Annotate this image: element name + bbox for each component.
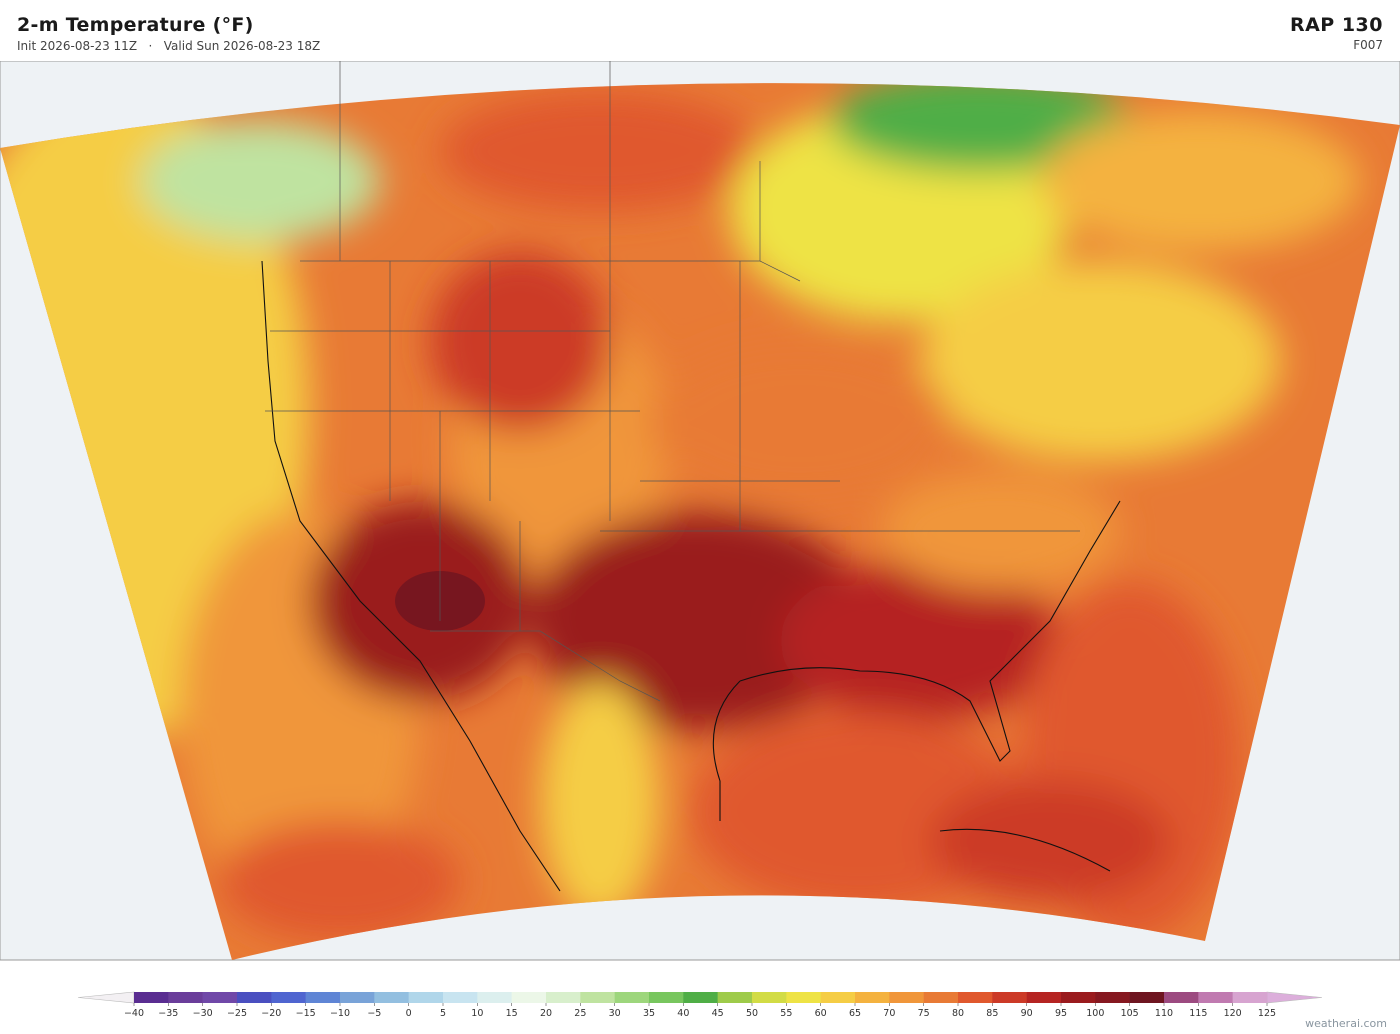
- colorbar-segment: [683, 992, 718, 1003]
- colorbar-label: 55: [780, 1008, 792, 1019]
- colorbar-label: 120: [1224, 1008, 1242, 1019]
- colorbar-segment: [134, 992, 169, 1003]
- colorbar-label: −5: [367, 1008, 381, 1019]
- colorbar-label: 25: [574, 1008, 586, 1019]
- colorbar-segment: [889, 992, 924, 1003]
- colorbar-label: 85: [986, 1008, 998, 1019]
- coastlines: [261, 260, 1121, 892]
- colorbar-segment: [1026, 992, 1062, 1003]
- colorbar-segment: [477, 992, 512, 1003]
- colorbar-label: 105: [1121, 1008, 1139, 1019]
- forecast-hour: F007: [1353, 38, 1383, 52]
- valid-time: Valid Sun 2026-08-23 18Z: [163, 39, 321, 53]
- colorbar-label: −25: [227, 1008, 247, 1019]
- colorbar-segment: [1232, 992, 1268, 1003]
- colorbar-label: 90: [1021, 1008, 1033, 1019]
- colorbar-segment: [992, 992, 1027, 1003]
- colorbar-segment: [923, 992, 959, 1003]
- colorbar-segment: [855, 992, 890, 1003]
- colorbar-segment: [1095, 992, 1130, 1003]
- colorbar: −40 −35 −30 −25 −20 −15 −10 −5 0 5 10 15 20 25 30 35 40 4…: [77, 991, 1323, 1019]
- model-name: RAP 130: [1289, 14, 1383, 36]
- colorbar-segment: [374, 992, 409, 1003]
- colorbar-segment: [271, 992, 306, 1003]
- colorbar-label: 75: [918, 1008, 930, 1019]
- colorbar-label: 10: [471, 1008, 483, 1019]
- colorbar-segment: [202, 992, 238, 1003]
- colorbar-label: −10: [330, 1008, 350, 1019]
- colorbar-segment: [1198, 992, 1233, 1003]
- colorbar-label: 50: [746, 1008, 758, 1019]
- colorbar-segment: [752, 992, 787, 1003]
- colorbar-label: 20: [540, 1008, 552, 1019]
- colorbar-label: 115: [1189, 1008, 1207, 1019]
- colorbar-segment: [305, 992, 341, 1003]
- colorbar-label: 80: [952, 1008, 964, 1019]
- colorbar-segment: [408, 992, 444, 1003]
- run-info: Init 2026-08-23 11Z · Valid Sun 2026-08-…: [17, 39, 320, 53]
- colorbar-label: −20: [261, 1008, 281, 1019]
- colorbar-segment: [1164, 992, 1199, 1003]
- colorbar-segment: [443, 992, 478, 1003]
- colorbar-label: 35: [643, 1008, 655, 1019]
- colorbar-label: 95: [1055, 1008, 1067, 1019]
- colorbar-label: 60: [815, 1008, 827, 1019]
- colorbar-label: −30: [193, 1008, 213, 1019]
- colorbar-under: [77, 991, 135, 1004]
- colorbar-label: 110: [1155, 1008, 1173, 1019]
- colorbar-segment: [614, 992, 650, 1003]
- colorbar-segment: [958, 992, 993, 1003]
- colorbar-label: 65: [849, 1008, 861, 1019]
- init-time: Init 2026-08-23 11Z: [17, 39, 138, 53]
- colorbar-segment: [1061, 992, 1096, 1003]
- colorbar-label: −15: [296, 1008, 316, 1019]
- colorbar-label: −40: [124, 1008, 144, 1019]
- colorbar-label: 45: [712, 1008, 724, 1019]
- colorbar-label: 15: [506, 1008, 518, 1019]
- colorbar-segment: [717, 992, 753, 1003]
- colorbar-label: 5: [440, 1008, 446, 1019]
- colorbar-segment: [786, 992, 821, 1003]
- colorbar-label: 0: [406, 1008, 412, 1019]
- colorbar-segment: [649, 992, 684, 1003]
- colorbar-segment: [237, 992, 272, 1003]
- map-title: 2-m Temperature (°F): [17, 14, 254, 36]
- colorbar-segment: [546, 992, 581, 1003]
- borders: [265, 61, 1080, 702]
- colorbar-over: [1266, 991, 1323, 1004]
- colorbar-segment: [1129, 992, 1165, 1003]
- colorbar-segment: [340, 992, 375, 1003]
- colorbar-label: 125: [1258, 1008, 1276, 1019]
- colorbar-label: −35: [158, 1008, 178, 1019]
- colorbar-segment: [511, 992, 547, 1003]
- colorbar-segment: [820, 992, 856, 1003]
- colorbar-segment: [580, 992, 615, 1003]
- colorbar-segment: [168, 992, 203, 1003]
- colorbar-label: 70: [883, 1008, 895, 1019]
- temperature-field: [0, 83, 1400, 960]
- map: [0, 61, 1400, 961]
- brand: weatherai.com: [1305, 1017, 1387, 1030]
- colorbar-label: 30: [609, 1008, 621, 1019]
- colorbar-label: 40: [677, 1008, 689, 1019]
- colorbar-label: 100: [1086, 1008, 1104, 1019]
- separator: ·: [148, 39, 153, 53]
